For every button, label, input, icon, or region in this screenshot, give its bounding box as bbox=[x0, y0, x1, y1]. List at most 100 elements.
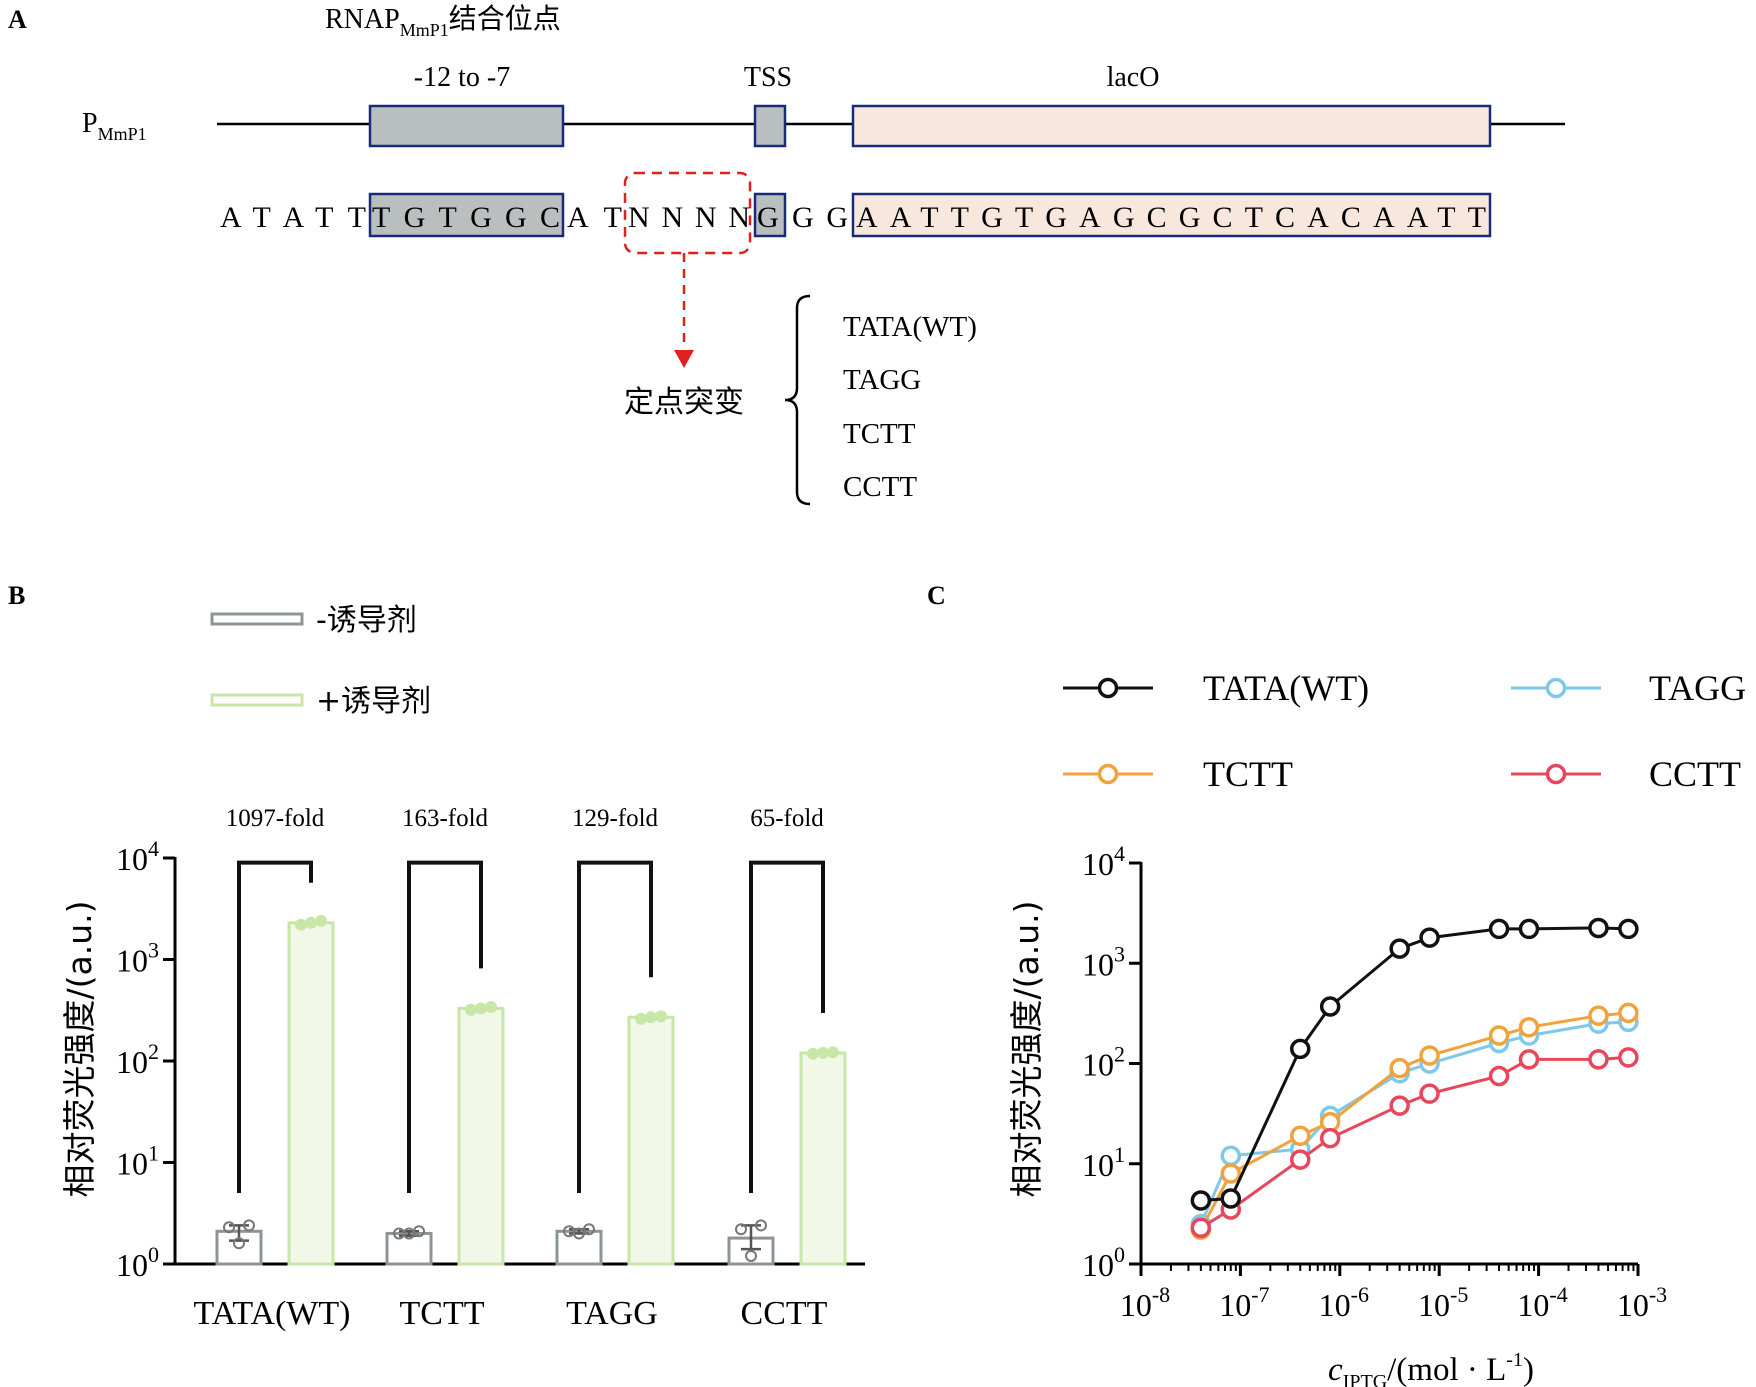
panel-c-y-tick-label-1: 101 bbox=[1082, 1142, 1125, 1183]
panel-c-y-tick-label-0-base: 10 bbox=[1082, 1247, 1114, 1283]
panel-c-y-tick-label-4-exp: 4 bbox=[1114, 841, 1125, 866]
series-point-CCTT bbox=[1588, 1049, 1609, 1070]
replicate-point bbox=[817, 1046, 829, 1059]
panel-c-x-tick-label-3-exp: -5 bbox=[1450, 1282, 1468, 1307]
xlabel-sub: IPTG bbox=[1343, 1371, 1387, 1387]
replicate-point bbox=[755, 1219, 767, 1232]
panel-b-y-tick-label-1-exp: 1 bbox=[148, 1141, 159, 1166]
replicate-point bbox=[413, 1225, 425, 1238]
legend-c-label-TCTT: TCTT bbox=[1203, 754, 1293, 794]
fold-annotation: 65-fold bbox=[750, 805, 824, 832]
replicate-point bbox=[573, 1227, 585, 1240]
promoter-label: PMmP1 bbox=[82, 108, 147, 144]
panel-b-y-tick-label-4: 104 bbox=[116, 836, 159, 877]
panel-b-y-tick-label-1-base: 10 bbox=[116, 1146, 148, 1182]
box-label-laco: lacO bbox=[1107, 62, 1160, 93]
replicate-point bbox=[305, 916, 317, 929]
panel-b-label: B bbox=[8, 581, 25, 610]
category-label: TAGG bbox=[566, 1295, 658, 1332]
panel-c-x-tick-label-0-exp: -8 bbox=[1152, 1282, 1170, 1307]
promoter-sub: MmP1 bbox=[98, 124, 147, 144]
series-line-TAGG bbox=[1199, 1020, 1629, 1225]
fold-annotation: 163-fold bbox=[402, 805, 489, 832]
panel-b-y-tick-label-0-exp: 0 bbox=[148, 1242, 159, 1267]
series-point-TCTT bbox=[1618, 1002, 1639, 1024]
legend-c-marker-TAGG bbox=[1545, 677, 1567, 699]
category-label: TCTT bbox=[400, 1295, 485, 1332]
panel-b-y-tick-label-2-exp: 2 bbox=[148, 1039, 159, 1064]
legend-c-marker-TATA(WT) bbox=[1097, 677, 1119, 699]
promoter-main: P bbox=[82, 108, 98, 139]
xlabel-exp: -1 bbox=[1506, 1349, 1523, 1371]
seq-mid: AT bbox=[567, 201, 622, 234]
variant-brace bbox=[784, 294, 811, 506]
bar-+诱导剂-TATA(WT) bbox=[287, 921, 335, 1266]
series-point-TATA(WT) bbox=[1588, 917, 1609, 939]
panel-c-y-tick-label-1-base: 10 bbox=[1082, 1147, 1114, 1183]
replicate-point bbox=[485, 1001, 497, 1014]
binding-site-main: RNAP bbox=[325, 4, 400, 35]
box-tss bbox=[753, 104, 787, 148]
panel-c-x-tick-label-3: 10-5 bbox=[1418, 1282, 1468, 1323]
panel-c-x-tick-label-1-base: 10 bbox=[1219, 1287, 1251, 1323]
legend-c-label-TATA(WT): TATA(WT) bbox=[1203, 668, 1369, 708]
binding-site-sub: MmP1 bbox=[400, 20, 449, 40]
binding-site-label: RNAPMmP1结合位点 bbox=[325, 2, 561, 40]
series-point-CCTT bbox=[1518, 1049, 1540, 1070]
variant-1: TAGG bbox=[843, 364, 921, 396]
panel-b-y-tick-label-2-base: 10 bbox=[116, 1044, 148, 1080]
series-point-CCTT bbox=[1319, 1127, 1341, 1149]
mutation-arrow-head bbox=[674, 350, 694, 368]
panel-c-x-tick-label-5: 10-3 bbox=[1617, 1282, 1667, 1323]
series-point-CCTT bbox=[1618, 1047, 1639, 1068]
seq-spacer: GG bbox=[792, 201, 848, 234]
xlabel-unit: /(mol · L bbox=[1387, 1352, 1506, 1387]
box-label-minus12: -12 to -7 bbox=[414, 62, 510, 93]
panel-c-label: C bbox=[927, 581, 946, 610]
replicate-point bbox=[315, 914, 327, 927]
xlabel-close: ) bbox=[1523, 1352, 1534, 1387]
variant-2: TCTT bbox=[843, 418, 916, 450]
panel-c-x-tick-label-2-exp: -6 bbox=[1351, 1282, 1369, 1307]
panel-c-y-tick-label-3-base: 10 bbox=[1082, 946, 1114, 982]
panel-b-y-tick-label-1: 101 bbox=[116, 1141, 159, 1182]
series-point-CCTT bbox=[1488, 1065, 1510, 1087]
legend-c-label-CCTT: CCTT bbox=[1649, 754, 1741, 794]
significance-bracket bbox=[749, 860, 825, 1194]
panel-c-y-tick-label-0: 100 bbox=[1082, 1242, 1125, 1283]
series-point-TATA(WT) bbox=[1419, 927, 1440, 948]
series-point-CCTT bbox=[1190, 1217, 1212, 1238]
legend-b-swatch-minus bbox=[210, 612, 304, 626]
panel-c-x-tick-label-4: 10-4 bbox=[1517, 1282, 1567, 1323]
legend-b-swatch-plus bbox=[210, 693, 304, 707]
panel-c-x-tick-label-0: 10-8 bbox=[1120, 1282, 1170, 1323]
panel-c-x-tick-label-1-exp: -7 bbox=[1251, 1282, 1269, 1307]
series-point-CCTT bbox=[1289, 1149, 1311, 1170]
panel-c-x-tick-label-5-exp: -3 bbox=[1649, 1282, 1667, 1307]
replicate-point bbox=[655, 1010, 667, 1023]
panel-c-y-tick-label-2-base: 10 bbox=[1082, 1047, 1114, 1083]
legend-b: -诱导剂 +诱导剂 bbox=[210, 603, 431, 719]
series-point-TCTT bbox=[1220, 1163, 1242, 1184]
seq-tss-bg bbox=[753, 192, 787, 238]
panel-c-ylabel: 相对荧光强度/(a.u.) bbox=[1007, 901, 1046, 1198]
panel-c-y-tick-label-4: 104 bbox=[1082, 841, 1125, 882]
panel-c-y-tick-label-2: 102 bbox=[1082, 1042, 1125, 1083]
series-point-TATA(WT) bbox=[1289, 1038, 1311, 1060]
replicate-point bbox=[475, 1002, 487, 1015]
panel-c-x-tick-label-4-base: 10 bbox=[1517, 1287, 1549, 1323]
replicate-point bbox=[295, 918, 307, 931]
series-point-TATA(WT) bbox=[1319, 996, 1341, 1017]
panel-c-y-tick-label-3-exp: 3 bbox=[1114, 941, 1125, 966]
series-point-TATA(WT) bbox=[1389, 938, 1410, 959]
panel-c-x-tick-label-3-base: 10 bbox=[1418, 1287, 1450, 1323]
xlabel-var: c bbox=[1328, 1352, 1343, 1387]
panel-c-xlabel: cIPTG/(mol · L-1) bbox=[1328, 1349, 1534, 1387]
seq-prefix: ATATT bbox=[220, 201, 366, 234]
panel-c-y-tick-label-3: 103 bbox=[1082, 941, 1125, 982]
replicate-point bbox=[583, 1223, 595, 1236]
panel-b-y-tick-label-4-base: 10 bbox=[116, 841, 148, 877]
series-point-TATA(WT) bbox=[1488, 918, 1510, 940]
seq-variable-highlight bbox=[623, 171, 752, 255]
category-label: TATA(WT) bbox=[194, 1295, 351, 1332]
